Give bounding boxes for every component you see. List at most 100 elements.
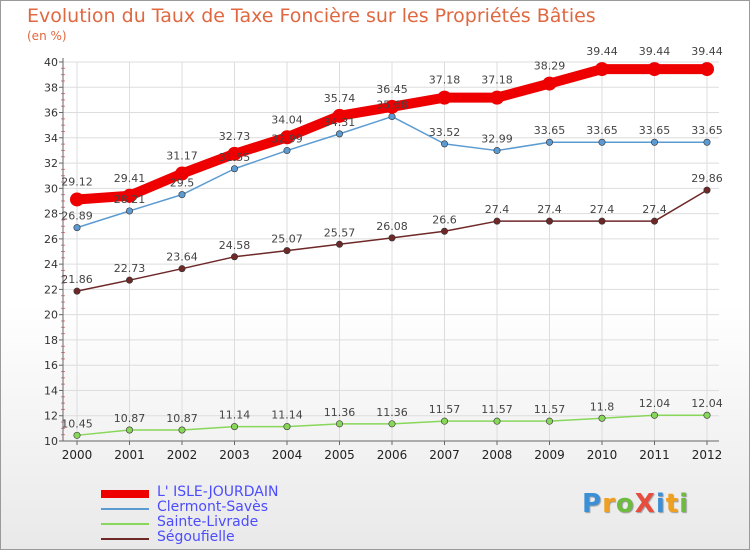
legend-label: Sainte-Livrade (157, 514, 259, 530)
series-0 (70, 62, 714, 207)
data-point (231, 253, 239, 261)
data-point (122, 188, 137, 203)
data-point (490, 90, 504, 105)
data-label: 34.31 (324, 116, 356, 129)
data-point (545, 217, 553, 225)
data-label: 11.14 (219, 409, 251, 422)
data-labels: 29.12 29.41 31.17 32.73 34.04 35.74 36.45 37.18… (61, 45, 723, 430)
data-point (335, 130, 343, 138)
data-label: 10.87 (166, 412, 198, 425)
data-point (227, 146, 242, 161)
y-tick-label: 20 (44, 309, 58, 322)
data-label: 39.44 (691, 45, 723, 58)
data-label: 21.86 (61, 273, 93, 286)
data-point (73, 224, 81, 232)
data-point (335, 240, 343, 248)
data-point (178, 426, 186, 434)
data-point (598, 414, 606, 422)
line-chart: 10 12 14 16 18 20 22 24 26 28 30 32 34 36 38 40 2000 2001… (44, 45, 723, 462)
data-point (283, 423, 291, 431)
data-label: 10.45 (61, 417, 93, 430)
data-point (703, 138, 711, 146)
y-tick-label: 34 (44, 132, 58, 145)
x-tick-label: 2008 (482, 448, 513, 462)
y-tick-label: 22 (44, 283, 58, 296)
data-point (703, 411, 711, 419)
legend-swatch (101, 508, 149, 510)
axes: 10 12 14 16 18 20 22 24 26 28 30 32 34 36 38 40 2000 2001… (44, 56, 722, 462)
logo-letter: P (582, 489, 603, 519)
data-label: 25.57 (324, 226, 356, 239)
data-point (283, 147, 291, 155)
data-label: 36.45 (376, 83, 408, 96)
data-label: 33.65 (534, 124, 566, 137)
data-point (440, 417, 448, 425)
data-point (126, 276, 134, 284)
data-label: 37.18 (481, 74, 513, 87)
data-point (700, 62, 714, 77)
x-tick-label: 2003 (219, 448, 250, 462)
x-tick-label: 2006 (377, 448, 408, 462)
data-point (280, 130, 294, 145)
proxiti-logo: ProXiti (582, 489, 689, 519)
data-label: 11.14 (271, 409, 303, 422)
logo-letter: i (655, 489, 666, 519)
data-point (335, 420, 343, 428)
data-point (703, 186, 711, 194)
series-3 (73, 186, 711, 295)
data-label: 29.41 (114, 172, 146, 185)
data-label: 11.57 (429, 403, 461, 416)
y-tick-label: 30 (44, 182, 58, 195)
x-tick-label: 2012 (692, 448, 723, 462)
data-label: 29.12 (61, 175, 93, 188)
data-point (73, 287, 81, 295)
data-label: 29.5 (170, 177, 195, 190)
data-point (598, 138, 606, 146)
data-point (388, 113, 396, 121)
data-label: 26.08 (376, 220, 408, 233)
data-label: 10.87 (114, 412, 146, 425)
data-label: 33.52 (429, 126, 461, 139)
y-tick-label: 32 (44, 157, 58, 170)
data-point (542, 76, 557, 91)
y-tick-label: 38 (44, 81, 58, 94)
data-point (545, 417, 553, 425)
data-label: 32.73 (219, 130, 251, 143)
logo-letter: i (679, 489, 690, 519)
data-label: 39.44 (639, 45, 671, 58)
data-point (178, 191, 186, 199)
data-point (332, 108, 347, 123)
data-label: 22.73 (114, 262, 146, 275)
y-tick-label: 14 (44, 384, 58, 397)
data-point (650, 217, 658, 225)
data-label: 29.86 (691, 172, 723, 185)
data-label: 39.44 (586, 45, 618, 58)
data-point (650, 138, 658, 146)
chart-title: Evolution du Taux de Taxe Foncière sur l… (27, 5, 596, 27)
data-label: 34.04 (271, 113, 303, 126)
y-tick-label: 18 (44, 334, 58, 347)
data-label: 27.4 (485, 203, 510, 216)
data-point (437, 90, 452, 105)
data-label: 11.36 (376, 406, 408, 419)
data-point (231, 165, 239, 173)
y-tick-label: 10 (44, 435, 58, 448)
data-label: 11.8 (590, 400, 615, 413)
data-point (650, 411, 658, 419)
data-label: 33.65 (691, 124, 723, 137)
data-point (231, 423, 239, 431)
data-label: 26.89 (61, 210, 93, 223)
x-tick-label: 2005 (324, 448, 355, 462)
data-point (126, 207, 134, 215)
data-label: 11.36 (324, 406, 356, 419)
data-label: 27.4 (590, 203, 615, 216)
legend-label: Clermont-Savès (157, 499, 269, 515)
data-point (388, 234, 396, 242)
data-point (388, 420, 396, 428)
data-label: 26.6 (432, 213, 457, 226)
x-tick-label: 2002 (167, 448, 198, 462)
data-point (385, 99, 399, 114)
legend-label: Ségoufielle (157, 529, 235, 545)
legend-label: L' ISLE-JOURDAIN (157, 484, 279, 500)
legend-swatch (101, 523, 149, 525)
